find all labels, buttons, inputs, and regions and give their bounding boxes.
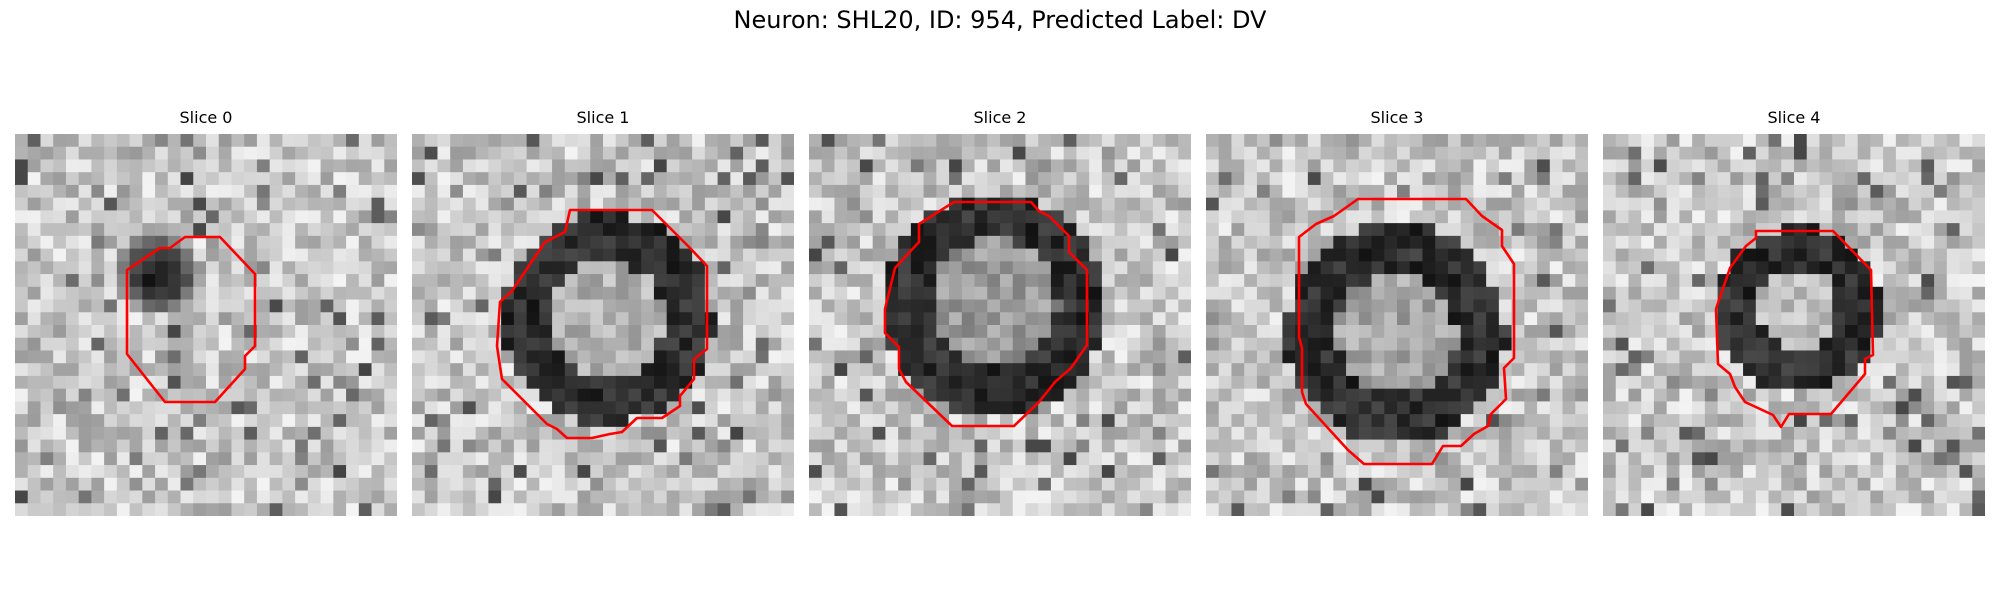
figure-title: Neuron: SHL20, ID: 954, Predicted Label:… [733,6,1267,34]
segmentation-contour-2 [883,200,1089,428]
slice-title-4: Slice 4 [1767,108,1821,127]
segmentation-contour-1 [495,208,709,440]
segmentation-contour-0 [125,235,257,404]
slice-title-2: Slice 2 [973,108,1027,127]
slice-pixels-4 [1603,134,1985,516]
segmentation-contour-4 [1714,229,1875,429]
slice-pixels-0 [15,134,397,516]
segmentation-contour-3 [1297,197,1516,466]
slice-image-4 [1603,134,1985,516]
slice-pixels-2 [809,134,1191,516]
slice-title-1: Slice 1 [576,108,630,127]
slice-image-3 [1206,134,1588,516]
slice-pixels-1 [412,134,794,516]
slice-title-3: Slice 3 [1370,108,1424,127]
slice-title-0: Slice 0 [179,108,233,127]
slice-image-0 [15,134,397,516]
slice-pixels-3 [1206,134,1588,516]
slice-image-1 [412,134,794,516]
slice-image-2 [809,134,1191,516]
